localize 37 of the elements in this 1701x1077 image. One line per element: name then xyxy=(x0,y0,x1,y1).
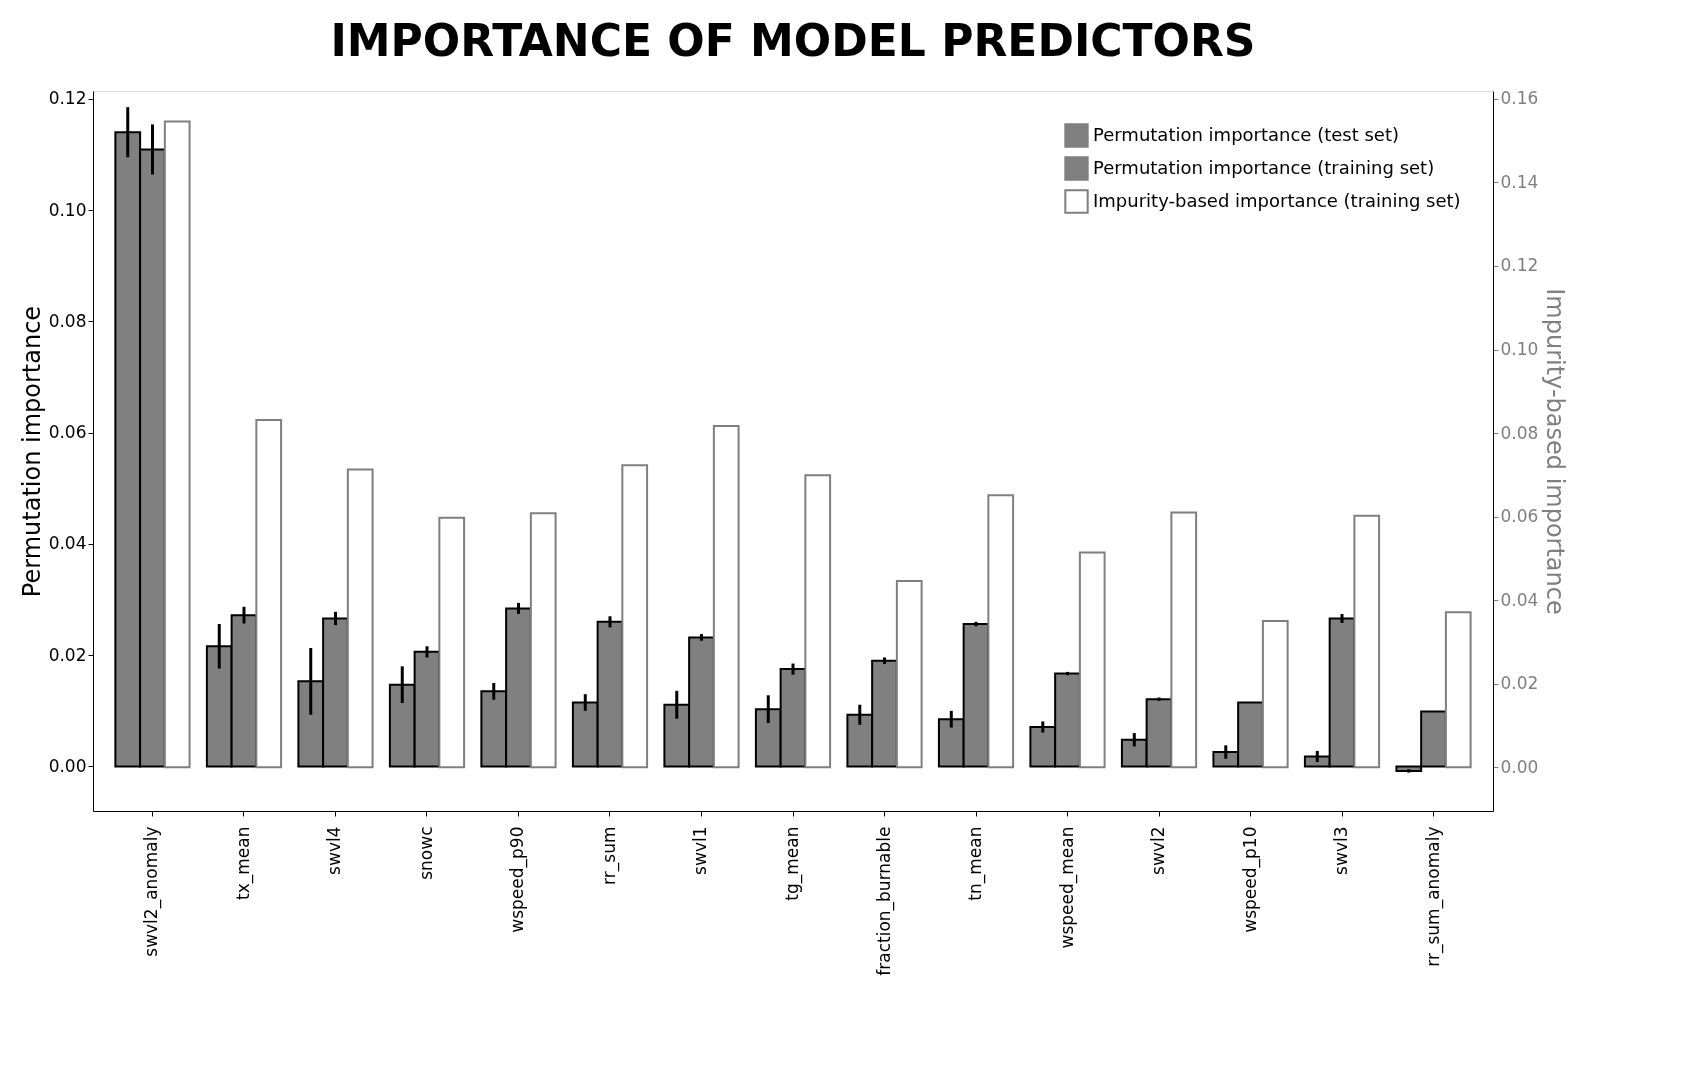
y2-tick-label: 0.02 xyxy=(1500,673,1539,694)
y2-tick-label: 0.04 xyxy=(1500,589,1539,610)
x-tick-label: tg_mean xyxy=(782,826,803,901)
x-tick-label: swvl2_anomaly xyxy=(141,826,163,957)
x-tick-label: swvl4 xyxy=(324,826,345,875)
y-axis-title: Permutation importance xyxy=(17,305,46,598)
x-tick-label: wspeed_mean xyxy=(1056,826,1078,949)
y-tick-label: 0.04 xyxy=(48,533,87,554)
y-tick-label: 0.00 xyxy=(48,755,87,776)
y-tick-label: 0.08 xyxy=(48,310,87,331)
x-tick-label: rr_sum_anomaly xyxy=(1422,826,1444,967)
y-tick-label: 0.02 xyxy=(48,644,87,665)
y2-tick-label: 0.00 xyxy=(1500,756,1539,777)
x-tick-label: fraction_burnable xyxy=(873,826,895,976)
x-tick-label: swvl2 xyxy=(1148,826,1169,875)
y2-tick-label: 0.10 xyxy=(1500,339,1539,360)
x-tick-label: swvl1 xyxy=(690,826,711,875)
y-tick-label: 0.10 xyxy=(48,199,87,220)
chart-title: IMPORTANCE OF MODEL PREDICTORS xyxy=(330,14,1256,66)
x-tick-label: tx_mean xyxy=(232,826,254,900)
legend-label: Impurity-based importance (training set) xyxy=(1093,189,1461,211)
x-tick-label: rr_sum xyxy=(598,826,620,885)
x-tick-label: swvl3 xyxy=(1331,826,1352,875)
y2-axis-title: Impurity-based importance xyxy=(1541,288,1570,615)
y2-tick-label: 0.14 xyxy=(1500,171,1539,192)
x-tick-label: wspeed_p90 xyxy=(507,826,529,933)
x-tick-label: snowc xyxy=(415,826,436,880)
y-tick-label: 0.12 xyxy=(48,88,87,109)
x-tick-label: wspeed_p10 xyxy=(1239,826,1261,933)
y-tick-label: 0.06 xyxy=(48,422,87,443)
legend-label: Permutation importance (training set) xyxy=(1093,156,1435,178)
y2-tick-label: 0.08 xyxy=(1500,422,1539,443)
y2-tick-label: 0.12 xyxy=(1500,255,1539,276)
legend-label: Permutation importance (test set) xyxy=(1093,123,1400,145)
x-tick-label: tn_mean xyxy=(965,826,987,901)
y2-tick-label: 0.16 xyxy=(1500,88,1539,109)
y2-tick-label: 0.06 xyxy=(1500,506,1539,527)
